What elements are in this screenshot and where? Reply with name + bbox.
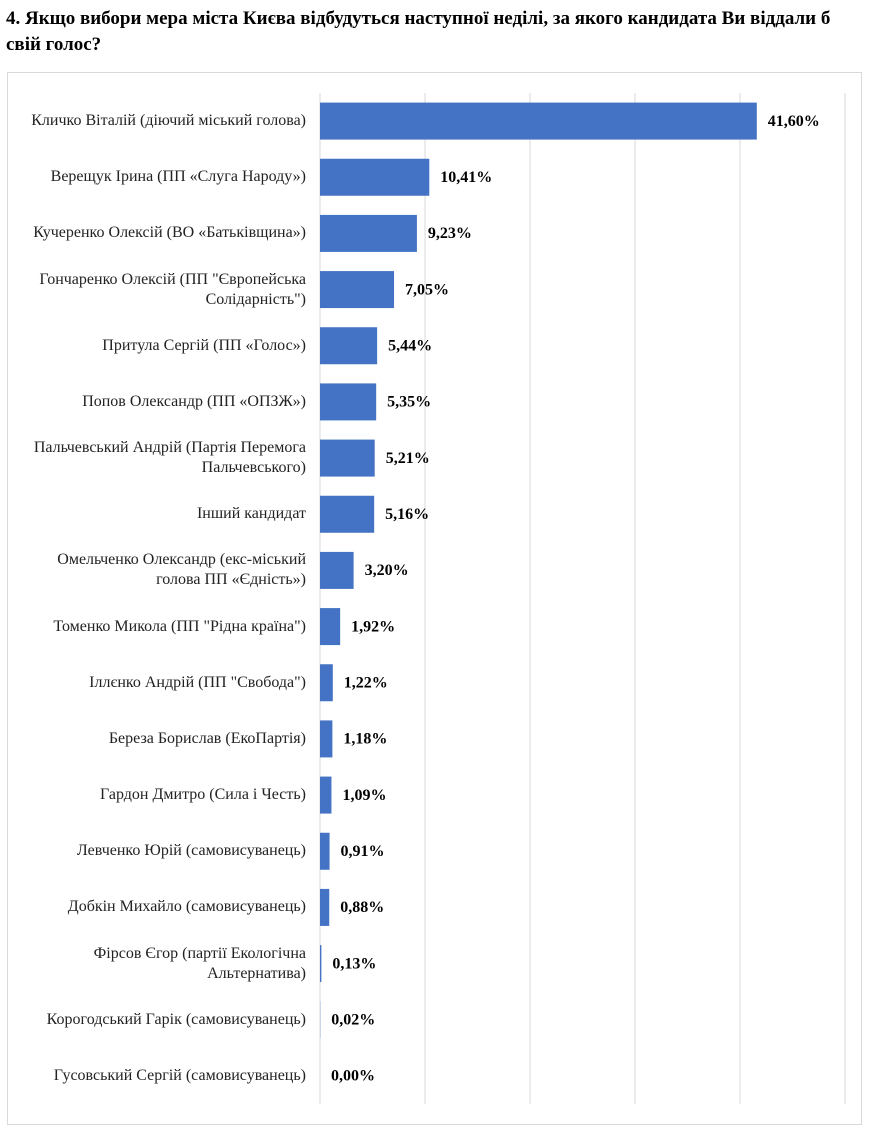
value-label: 3,20% (365, 562, 409, 579)
category-label: Гончаренко Олексій (ПП "Європейська Солі… (39, 270, 306, 308)
category-label: Пальчевський Андрій (Партія Перемога Пал… (33, 439, 306, 477)
value-label: 0,91% (341, 843, 385, 860)
category-label: Кличко Віталій (діючий міський голова) (31, 112, 306, 130)
category-label: Інший кандидат (196, 505, 306, 523)
value-label: 1,22% (344, 674, 388, 691)
bar (320, 945, 322, 983)
bar (320, 888, 330, 926)
value-label: 5,21% (386, 450, 430, 467)
value-label: 0,88% (340, 899, 384, 916)
chart-title: 4. Якщо вибори мера міста Києва відбудут… (6, 8, 831, 55)
category-label: Береза Борислав (ЕкоПартія) (108, 729, 306, 747)
value-label: 1,92% (351, 618, 395, 635)
category-label: Попов Олександр (ПП «ОПЗЖ») (82, 392, 306, 410)
bar (320, 214, 417, 252)
category-label: Левченко Юрій (самовисуванець) (76, 842, 306, 860)
bar (320, 495, 375, 533)
category-label: Гусовський Сергій (самовисуванець) (53, 1066, 306, 1084)
category-label: Кучеренко Олексій (ВО «Батьківщина») (33, 224, 306, 242)
bar (320, 608, 341, 646)
category-label: Притула Сергій (ПП «Голос») (102, 336, 306, 354)
category-label: Корогодський Гарік (самовисуванець) (46, 1010, 306, 1028)
category-label: Іллєнко Андрій (ПП "Свобода") (89, 673, 306, 691)
bar (320, 551, 354, 589)
bar (320, 327, 378, 365)
bar (320, 664, 333, 702)
value-label: 1,09% (342, 787, 386, 804)
value-label: 0,13% (332, 955, 376, 972)
bar (320, 383, 377, 421)
category-label: Верещук Ірина (ПП «Слуга Народу») (50, 168, 306, 186)
value-label: 5,16% (385, 506, 429, 523)
value-label: 0,02% (331, 1011, 375, 1028)
bar (320, 158, 430, 196)
value-label: 0,00% (331, 1068, 375, 1085)
category-label: Томенко Микола (ПП "Рідна країна") (53, 617, 306, 635)
value-label: 9,23% (428, 225, 472, 242)
value-label: 41,60% (768, 113, 820, 130)
value-label: 5,35% (387, 394, 431, 411)
bar (320, 720, 333, 758)
bar (320, 776, 332, 814)
category-label: Фірсов Єгор (партії Екологічна Альтернат… (93, 944, 306, 982)
bar (320, 102, 757, 140)
bar (320, 832, 330, 870)
value-label: 1,18% (343, 731, 387, 748)
category-label: Омельченко Олександр (екс-міський голова… (57, 551, 306, 589)
category-label: Гардон Дмитро (Сила і Честь) (100, 786, 306, 804)
bar (320, 271, 395, 309)
category-label: Добкін Михайло (самовисуванець) (67, 898, 306, 916)
value-label: 10,41% (440, 169, 492, 186)
value-label: 5,44% (388, 337, 432, 354)
chart-frame (7, 72, 862, 1125)
bar (320, 439, 375, 477)
value-label: 7,05% (405, 281, 449, 298)
